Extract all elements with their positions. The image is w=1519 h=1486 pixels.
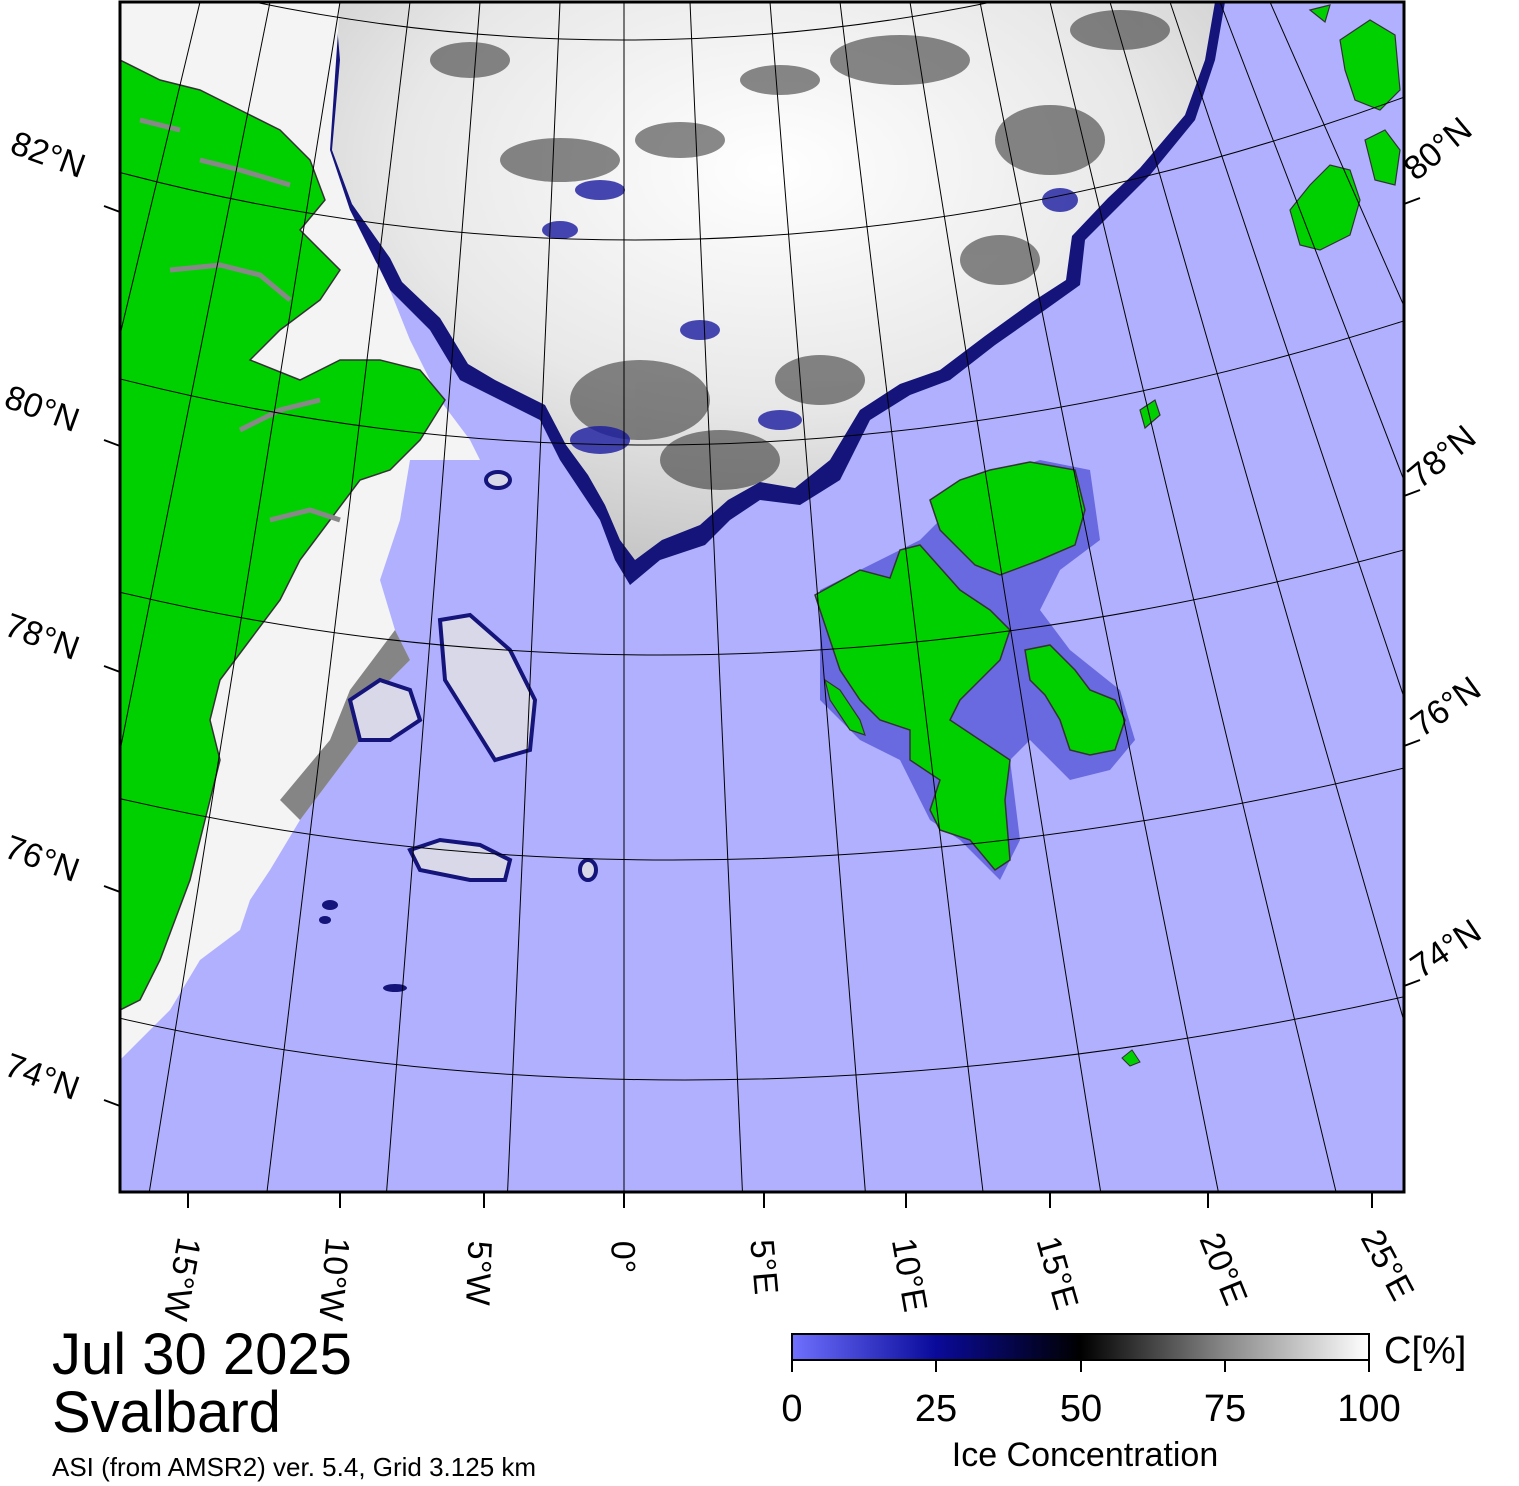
greenland-land — [120, 59, 446, 1011]
map-region: Svalbard — [52, 1380, 281, 1445]
colorbar-tick-100: 100 — [1337, 1388, 1401, 1430]
graticule — [120, 2, 1404, 1192]
colorbar-title: Ice Concentration — [951, 1436, 1219, 1474]
colorbar — [791, 1333, 1370, 1361]
data-source: ASI (from AMSR2) ver. 5.4, Grid 3.125 km — [52, 1452, 537, 1482]
map-date: Jul 30 2025 — [52, 1322, 352, 1387]
greenland-fjords — [139, 117, 341, 523]
colorbar-tick-0: 0 — [781, 1388, 803, 1430]
pack-ice-texture — [430, 10, 1170, 490]
lon-label-5e: 5°E — [742, 1237, 785, 1297]
lon-label-0: 0° — [603, 1240, 642, 1274]
colorbar-tick-25: 25 — [914, 1388, 958, 1430]
lon-label-5w: 5°W — [458, 1240, 499, 1306]
colorbar-tick-75: 75 — [1203, 1388, 1247, 1430]
colorbar-unit: C[%] — [1384, 1330, 1467, 1372]
map-frame — [118, 0, 1406, 1194]
colorbar-tick-50: 50 — [1059, 1388, 1103, 1430]
lon-label-10w: 10°W — [311, 1235, 357, 1323]
svalbard-nordaustlandet — [929, 461, 1086, 576]
svalbard-spitsbergen — [814, 544, 1011, 871]
svalbard-edgeoya — [1024, 644, 1126, 756]
